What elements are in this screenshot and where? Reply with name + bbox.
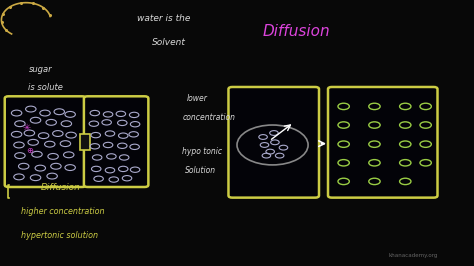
Text: is solute: is solute: [28, 83, 64, 92]
Text: higher concentration: higher concentration: [21, 207, 105, 216]
Text: hypertonic solution: hypertonic solution: [21, 231, 99, 240]
Text: water is the: water is the: [137, 14, 191, 23]
FancyBboxPatch shape: [328, 87, 438, 198]
Text: sugar: sugar: [28, 65, 52, 74]
Text: khanacademy.org: khanacademy.org: [389, 253, 438, 258]
FancyBboxPatch shape: [228, 87, 319, 198]
Text: Diffusion: Diffusion: [40, 183, 80, 192]
Text: Solvent: Solvent: [152, 38, 185, 47]
Text: hypo tonic: hypo tonic: [182, 147, 223, 156]
Text: ⊕: ⊕: [26, 146, 33, 155]
FancyBboxPatch shape: [84, 96, 148, 187]
Text: Solution: Solution: [185, 166, 216, 175]
Text: Diffusion: Diffusion: [263, 24, 331, 39]
Text: concentration: concentration: [182, 113, 236, 122]
Polygon shape: [80, 134, 90, 149]
FancyBboxPatch shape: [5, 96, 86, 187]
Text: ✳: ✳: [22, 123, 30, 133]
Text: lower: lower: [187, 94, 208, 103]
